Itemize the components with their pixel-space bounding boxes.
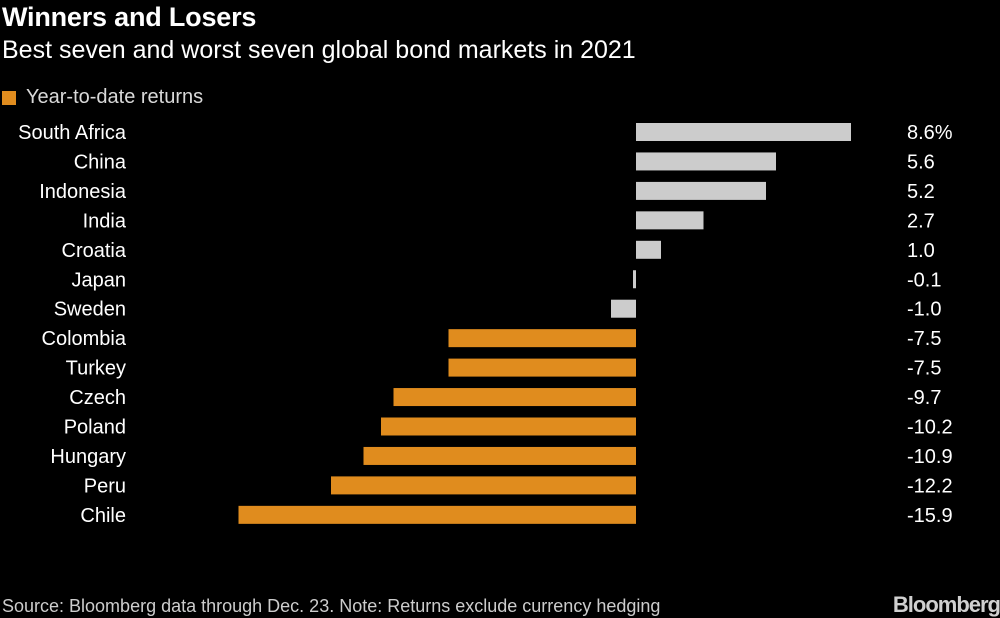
bar <box>331 476 636 495</box>
value-label: -10.2 <box>907 417 953 439</box>
category-label: Colombia <box>42 328 127 350</box>
category-label: China <box>74 151 127 173</box>
category-label: Turkey <box>66 358 126 380</box>
category-label: Poland <box>64 417 126 439</box>
value-label: -9.7 <box>907 387 941 409</box>
bar <box>448 329 636 348</box>
category-label: Sweden <box>54 299 126 321</box>
category-label: Indonesia <box>39 181 127 203</box>
category-label: Czech <box>69 387 126 409</box>
bar <box>636 181 766 200</box>
value-label: -10.9 <box>907 446 953 468</box>
legend: Year-to-date returns <box>2 86 203 109</box>
bar <box>448 358 636 377</box>
value-label: -7.5 <box>907 358 941 380</box>
legend-label: Year-to-date returns <box>26 86 204 108</box>
category-label: Peru <box>84 475 126 497</box>
source-note: Source: Bloomberg data through Dec. 23. … <box>2 596 661 616</box>
value-label: -12.2 <box>907 475 953 497</box>
bar <box>611 299 636 318</box>
category-label: India <box>83 210 127 232</box>
bloomberg-logo: Bloomberg <box>892 592 1000 617</box>
bar <box>393 388 636 407</box>
value-label: 8.6% <box>907 122 953 144</box>
bar <box>636 123 851 141</box>
category-label: Japan <box>72 269 127 291</box>
chart-subtitle: Best seven and worst seven global bond m… <box>2 36 636 64</box>
bar <box>636 152 776 171</box>
bar <box>636 240 661 259</box>
bar <box>381 417 636 436</box>
value-label: -0.1 <box>907 269 941 291</box>
value-label: -7.5 <box>907 328 941 350</box>
chart-title: Winners and Losers <box>2 2 257 32</box>
value-label: -1.0 <box>907 299 941 321</box>
bar-chart: South Africa 8.6% China 5.6 Indonesia 5.2 Indi… <box>18 122 953 527</box>
legend-swatch <box>2 90 16 105</box>
bar <box>238 505 636 524</box>
category-label: Hungary <box>50 446 126 468</box>
category-label: South Africa <box>18 122 127 144</box>
bar <box>636 211 704 230</box>
bar <box>363 446 636 465</box>
value-label: -15.9 <box>907 505 953 527</box>
bar <box>633 270 636 289</box>
value-label: 5.6 <box>907 151 935 173</box>
category-label: Chile <box>80 505 126 527</box>
value-label: 2.7 <box>907 210 935 232</box>
category-label: Croatia <box>62 240 127 262</box>
value-label: 1.0 <box>907 240 935 262</box>
value-label: 5.2 <box>907 181 935 203</box>
